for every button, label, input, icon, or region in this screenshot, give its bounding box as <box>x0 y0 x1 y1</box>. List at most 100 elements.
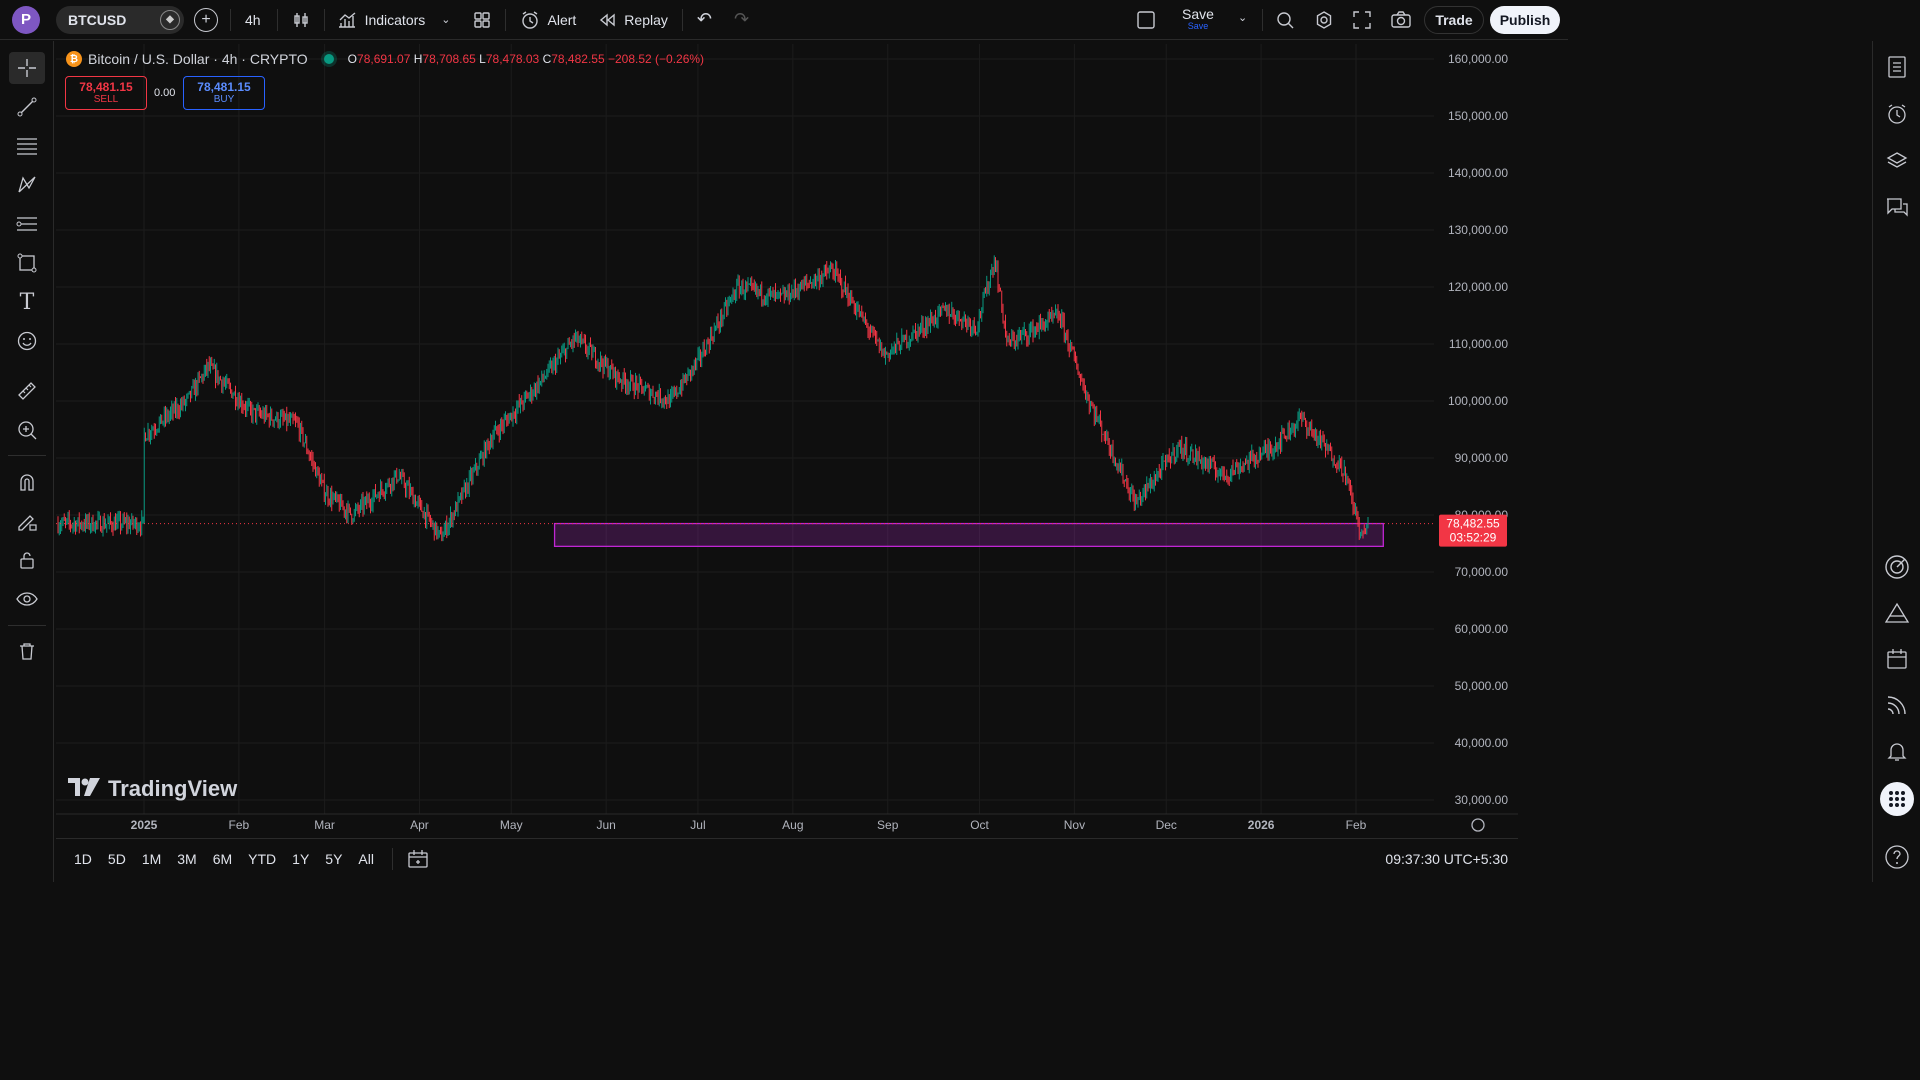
divider <box>681 8 683 31</box>
target-icon[interactable] <box>1881 551 1913 583</box>
ideas-mountain-icon[interactable] <box>1881 597 1913 629</box>
user-avatar[interactable]: P <box>12 5 40 34</box>
chat-icon[interactable] <box>1881 192 1913 224</box>
lock-icon[interactable] <box>9 544 45 576</box>
sell-price: 78,481.15 <box>79 80 133 94</box>
layout-grid-icon[interactable] <box>473 11 491 29</box>
range-1y[interactable]: 1Y <box>292 850 310 867</box>
timezone-clock[interactable]: 09:37:30 UTC+5:30 <box>1385 851 1508 867</box>
axis-settings-icon[interactable] <box>1471 818 1485 832</box>
crosshair-icon[interactable] <box>9 52 45 84</box>
redo-icon[interactable]: ↷ <box>733 9 750 29</box>
price-chart[interactable]: 160,000.00 150,000.00 140,000.00 130,000.00… <box>56 44 1518 837</box>
y-tick-label: 140,000.00 <box>1448 166 1508 180</box>
y-tick-label: 110,000.00 <box>1449 337 1508 351</box>
replay-button[interactable]: Replay <box>624 11 668 28</box>
save-label: Save <box>1182 6 1214 22</box>
layers-icon[interactable] <box>1881 145 1913 177</box>
quick-search-icon[interactable] <box>1275 10 1295 30</box>
grid-lines <box>56 44 1434 814</box>
forecast-icon[interactable] <box>9 208 45 240</box>
text-tool-icon[interactable]: T <box>19 289 35 315</box>
undo-icon[interactable]: ↶ <box>696 9 712 29</box>
add-symbol-icon[interactable]: + <box>194 7 218 32</box>
range-all[interactable]: All <box>358 850 374 867</box>
sell-label: SELL <box>93 94 119 105</box>
x-tick-label: Nov <box>1064 818 1085 832</box>
divider <box>1262 9 1263 31</box>
save-button[interactable]: Save Save <box>1182 6 1214 31</box>
y-tick-label: 160,000.00 <box>1448 52 1508 66</box>
emoji-icon[interactable] <box>9 325 45 357</box>
divider <box>8 625 46 626</box>
divider <box>504 8 506 31</box>
replay-icon[interactable] <box>598 12 616 28</box>
chart-pane[interactable]: 160,000.00 150,000.00 140,000.00 130,000.00… <box>56 44 1518 837</box>
y-tick-label: 70,000.00 <box>1455 565 1509 579</box>
news-feed-icon[interactable] <box>1881 689 1913 721</box>
chevron-down-icon[interactable]: ⌄ <box>441 14 451 26</box>
buy-price: 78,481.15 <box>197 80 251 94</box>
indicators-icon[interactable] <box>337 11 357 29</box>
x-tick-label: Mar <box>314 818 335 832</box>
x-tick-label: Oct <box>970 818 989 832</box>
go-to-date-icon[interactable] <box>407 849 429 869</box>
fullscreen-icon[interactable] <box>1352 10 1372 30</box>
buy-button[interactable]: 78,481.15 BUY <box>183 76 265 110</box>
trash-icon[interactable] <box>9 635 45 667</box>
sell-button[interactable]: 78,481.15 SELL <box>65 76 147 110</box>
ruler-icon[interactable] <box>9 375 45 407</box>
indicators-button[interactable]: Indicators <box>364 11 426 28</box>
tradingview-watermark: TradingView <box>68 776 237 802</box>
candles <box>57 255 1369 542</box>
market-open-status-icon <box>323 54 334 64</box>
lock-drawing-pencil-icon[interactable] <box>9 505 45 537</box>
watchlist-icon[interactable] <box>1881 51 1913 83</box>
calendar-icon[interactable] <box>1881 643 1913 675</box>
x-tick-label: Jun <box>596 818 615 832</box>
trend-line-icon[interactable] <box>9 91 45 123</box>
camera-icon[interactable] <box>1390 10 1412 30</box>
range-5d[interactable]: 5D <box>107 850 126 867</box>
range-ytd[interactable]: YTD <box>248 850 277 867</box>
eye-icon[interactable] <box>9 583 45 615</box>
symbol-title[interactable]: Bitcoin / U.S. Dollar · 4h · CRYPTO <box>88 51 308 67</box>
range-5y[interactable]: 5Y <box>325 850 343 867</box>
range-1d[interactable]: 1D <box>74 850 92 867</box>
bar-countdown-label: 03:52:29 <box>1450 531 1497 545</box>
change-value: −208.52 (−0.26%) <box>607 52 705 66</box>
shapes-icon[interactable] <box>9 247 45 279</box>
alert-button[interactable]: Alert <box>547 11 577 28</box>
symbol-search[interactable]: BTCUSD ◆ <box>56 5 184 34</box>
interval-button[interactable]: 4h <box>245 11 261 28</box>
chart-legend: ₿ Bitcoin / U.S. Dollar · 4h · CRYPTO O7… <box>66 51 704 67</box>
settings-gear-icon[interactable] <box>1314 10 1334 30</box>
save-chevron-icon[interactable]: ⌄ <box>1238 12 1248 24</box>
diamond-icon[interactable]: ◆ <box>160 9 180 30</box>
candles-icon[interactable] <box>292 11 310 29</box>
notifications-bell-icon[interactable] <box>1881 735 1913 767</box>
range-6m[interactable]: 6M <box>212 850 233 867</box>
x-tick-label: Jul <box>690 818 705 832</box>
alerts-clock-icon[interactable] <box>1881 98 1913 130</box>
range-1m[interactable]: 1M <box>141 850 162 867</box>
layout-square-icon[interactable] <box>1136 10 1156 30</box>
x-tick-label: 2026 <box>1248 818 1275 832</box>
alert-clock-icon[interactable] <box>520 10 540 30</box>
pattern-icon[interactable] <box>9 169 45 201</box>
help-icon[interactable] <box>1881 841 1913 873</box>
range-buttons: 1D 5D 1M 3M 6M YTD 1Y 5Y All <box>62 851 378 867</box>
magnet-icon[interactable] <box>9 466 45 498</box>
trade-button[interactable]: Trade <box>1424 6 1484 34</box>
range-3m[interactable]: 3M <box>177 850 197 867</box>
y-tick-label: 100,000.00 <box>1448 394 1508 408</box>
publish-button[interactable]: Publish <box>1490 6 1560 34</box>
bitcoin-icon: ₿ <box>66 51 82 67</box>
products-grid-icon[interactable] <box>1880 782 1914 816</box>
x-tick-label: Aug <box>782 818 803 832</box>
zoom-in-icon[interactable] <box>9 414 45 446</box>
save-sublabel: Save <box>1187 21 1209 31</box>
fib-retracement-icon[interactable] <box>9 130 45 162</box>
y-tick-label: 30,000.00 <box>1455 793 1509 807</box>
drawing-toolbar: T <box>0 41 54 882</box>
